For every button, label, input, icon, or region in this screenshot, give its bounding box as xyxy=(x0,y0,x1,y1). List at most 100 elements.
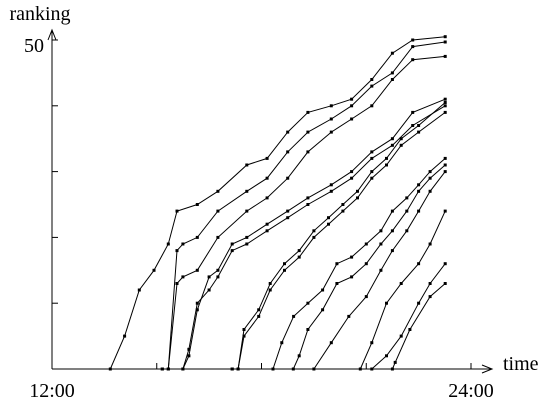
data-point xyxy=(385,354,388,358)
series-2 xyxy=(160,54,447,371)
data-point xyxy=(257,314,261,318)
data-point xyxy=(347,314,351,318)
data-point xyxy=(257,308,261,312)
data-point xyxy=(385,301,388,305)
axis-tick-labels: 12:00 24:00 50 xyxy=(24,35,494,402)
data-point xyxy=(370,104,374,108)
data-point xyxy=(242,328,246,331)
data-point xyxy=(443,282,447,285)
data-point xyxy=(327,216,330,220)
data-point xyxy=(245,242,249,246)
data-point xyxy=(268,288,272,292)
data-point xyxy=(350,97,354,101)
series-line xyxy=(272,158,446,370)
data-point xyxy=(195,301,199,305)
series-13 xyxy=(370,262,447,371)
data-point xyxy=(411,110,415,114)
data-point xyxy=(335,282,339,285)
x-axis-label: time xyxy=(503,353,539,375)
data-point xyxy=(245,235,249,239)
data-point xyxy=(306,130,310,134)
data-point xyxy=(195,308,199,312)
data-point xyxy=(245,189,249,193)
data-point xyxy=(292,314,296,318)
data-point xyxy=(271,367,275,371)
data-point xyxy=(306,150,310,154)
data-point xyxy=(265,229,269,233)
y-tick-label: 50 xyxy=(24,35,44,57)
data-point xyxy=(350,117,354,121)
data-point xyxy=(286,216,290,220)
data-point xyxy=(297,249,301,253)
data-point xyxy=(370,78,374,81)
series-5 xyxy=(181,104,447,371)
data-point xyxy=(286,209,290,213)
data-point xyxy=(306,196,310,200)
data-point xyxy=(265,222,269,226)
series-1 xyxy=(108,35,447,371)
data-point xyxy=(341,203,345,206)
data-point xyxy=(160,367,164,371)
data-point xyxy=(370,170,374,174)
data-point xyxy=(329,104,333,108)
series-9 xyxy=(291,163,447,371)
data-point xyxy=(417,183,421,187)
data-point xyxy=(123,334,127,338)
data-point xyxy=(370,176,374,180)
data-point xyxy=(175,209,179,213)
data-point xyxy=(443,156,447,160)
data-point xyxy=(443,101,447,104)
data-point xyxy=(390,367,394,371)
data-point xyxy=(230,367,234,371)
data-point xyxy=(428,282,432,285)
data-point xyxy=(356,189,359,193)
data-point xyxy=(108,367,112,371)
data-point xyxy=(216,235,220,239)
data-point xyxy=(286,176,290,180)
series-line xyxy=(162,55,446,370)
data-point xyxy=(329,183,333,187)
data-point xyxy=(364,242,368,246)
data-point xyxy=(417,209,421,213)
data-point xyxy=(152,268,156,272)
data-point xyxy=(329,341,333,345)
data-point xyxy=(356,196,359,200)
data-point xyxy=(230,249,234,253)
data-point xyxy=(166,242,170,246)
data-point xyxy=(341,209,345,213)
data-point xyxy=(350,104,354,108)
data-point xyxy=(443,40,447,44)
data-point xyxy=(364,295,368,299)
data-point xyxy=(329,130,333,134)
data-point xyxy=(350,170,354,174)
x-axis-arrow-icon xyxy=(481,364,494,374)
data-point xyxy=(417,262,421,266)
data-point xyxy=(335,262,339,266)
series-line xyxy=(182,105,446,370)
data-point xyxy=(245,163,249,167)
data-point xyxy=(236,367,240,371)
series-line xyxy=(391,283,446,370)
data-point xyxy=(265,156,269,160)
series-line xyxy=(109,36,446,370)
data-point xyxy=(350,255,354,259)
data-point xyxy=(181,242,185,246)
data-point xyxy=(417,189,421,193)
y-axis-arrow-icon xyxy=(47,28,57,41)
data-point xyxy=(312,367,316,371)
data-point xyxy=(312,229,316,233)
data-point xyxy=(399,137,403,141)
data-point xyxy=(329,117,333,121)
data-point xyxy=(428,189,432,193)
data-point xyxy=(379,229,383,233)
series-line xyxy=(232,102,446,370)
data-point xyxy=(286,130,290,134)
series-line xyxy=(232,111,446,370)
x-tick-label: 24:00 xyxy=(448,380,494,402)
data-point xyxy=(405,229,409,233)
data-point xyxy=(385,163,388,167)
data-point xyxy=(268,282,272,285)
data-point xyxy=(370,367,374,371)
data-point xyxy=(291,367,295,371)
data-point xyxy=(390,229,394,233)
